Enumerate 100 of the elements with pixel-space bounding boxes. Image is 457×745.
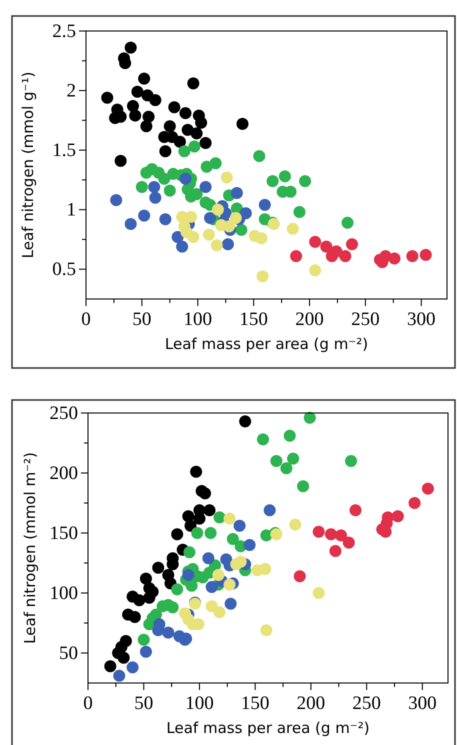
point (204, 527, 217, 539)
point (152, 562, 164, 574)
point (171, 583, 184, 596)
point (182, 569, 194, 581)
point (118, 652, 130, 664)
y-tick-label: 2 (66, 80, 76, 102)
point (171, 528, 184, 540)
point (293, 206, 306, 218)
point (335, 529, 348, 542)
point (297, 480, 310, 492)
point (226, 533, 239, 545)
point (191, 527, 204, 539)
point (131, 86, 144, 98)
point (320, 240, 332, 253)
y-tick-label: 1.5 (52, 140, 76, 162)
point (186, 580, 198, 592)
point (124, 42, 137, 54)
point (164, 120, 176, 132)
x-tick-label: 200 (296, 693, 326, 714)
point (168, 101, 180, 114)
point (179, 107, 192, 120)
x-tick-label: 250 (351, 309, 380, 330)
point (388, 252, 400, 264)
point (140, 646, 152, 658)
point (184, 520, 197, 532)
point (236, 118, 248, 130)
point (203, 504, 216, 516)
point (235, 224, 248, 236)
point (178, 145, 190, 158)
point (202, 552, 214, 564)
point (345, 455, 358, 467)
point (244, 539, 256, 551)
point (164, 184, 176, 197)
point (349, 504, 362, 516)
point (148, 181, 160, 194)
point (140, 120, 152, 132)
point (253, 150, 266, 162)
point (224, 578, 236, 591)
point (187, 77, 200, 90)
point (239, 415, 252, 428)
point (162, 626, 174, 639)
point (210, 157, 222, 170)
point (406, 250, 418, 262)
x-tick-label: 50 (134, 693, 154, 714)
point (286, 222, 299, 235)
y-axis-title: Leaf nitrogen (mmol g⁻¹) (19, 72, 37, 258)
point (206, 600, 218, 612)
point (179, 172, 192, 185)
x-tick-label: 50 (132, 309, 152, 330)
point (126, 661, 139, 674)
y-tick-label: 50 (59, 643, 78, 664)
y-tick-label: 250 (50, 403, 78, 424)
y-tick-label: 2.5 (52, 21, 76, 42)
point (149, 192, 162, 204)
point (126, 590, 139, 603)
point (392, 510, 404, 522)
point (342, 216, 354, 229)
point (202, 228, 215, 241)
point (159, 145, 172, 158)
point (220, 172, 233, 184)
point (104, 660, 116, 672)
point (422, 482, 434, 495)
point (129, 110, 142, 122)
x-tick-label: 150 (240, 693, 270, 714)
point (199, 487, 212, 500)
point (329, 545, 342, 557)
point (230, 212, 242, 224)
point (138, 72, 150, 85)
point (136, 181, 148, 194)
point (290, 250, 302, 262)
y-tick-label: 150 (50, 523, 78, 544)
y-axis-title: Leaf nitrogen (mmol m⁻²) (21, 452, 39, 644)
point (183, 546, 196, 558)
x-tick-label: 0 (83, 693, 93, 714)
point (114, 154, 127, 167)
point (212, 569, 224, 581)
point (158, 172, 170, 185)
point (212, 204, 224, 216)
point (176, 240, 188, 253)
point (309, 236, 322, 248)
point (126, 100, 139, 112)
point (210, 239, 223, 252)
point (330, 245, 342, 258)
point (124, 218, 137, 230)
x-tick-label: 100 (184, 309, 212, 330)
point (214, 606, 226, 618)
point (224, 598, 237, 610)
point (346, 238, 358, 250)
point (260, 624, 272, 636)
point (180, 226, 193, 238)
point (280, 462, 292, 474)
point (289, 518, 302, 531)
point (204, 212, 216, 224)
point (190, 466, 202, 478)
x-axis-title: Leaf mass per area (g m⁻²) (166, 719, 370, 737)
point (185, 210, 198, 223)
point (278, 170, 291, 182)
point (309, 264, 322, 276)
y-tick-label: 1 (66, 200, 76, 221)
point (258, 198, 271, 211)
